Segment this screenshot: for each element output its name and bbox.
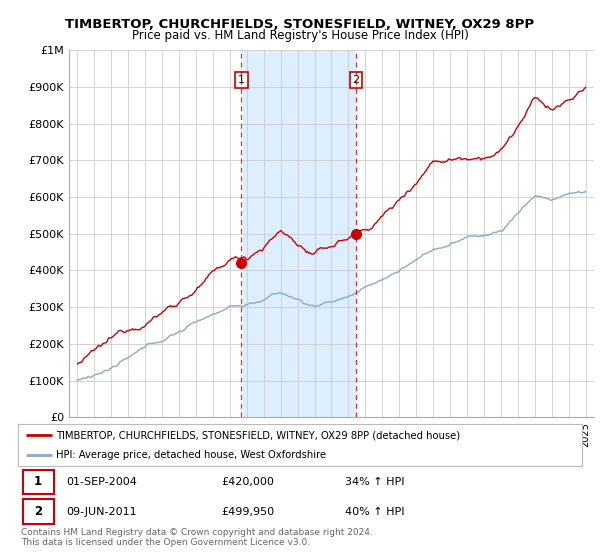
Text: 2: 2 xyxy=(352,74,359,85)
Text: TIMBERTOP, CHURCHFIELDS, STONESFIELD, WITNEY, OX29 8PP (detached house): TIMBERTOP, CHURCHFIELDS, STONESFIELD, WI… xyxy=(56,430,460,440)
Text: 1: 1 xyxy=(238,74,245,85)
Text: 34% ↑ HPI: 34% ↑ HPI xyxy=(345,477,404,487)
Text: 09-JUN-2011: 09-JUN-2011 xyxy=(66,507,137,516)
Text: TIMBERTOP, CHURCHFIELDS, STONESFIELD, WITNEY, OX29 8PP: TIMBERTOP, CHURCHFIELDS, STONESFIELD, WI… xyxy=(65,18,535,31)
Text: 2: 2 xyxy=(34,505,42,518)
Text: £499,950: £499,950 xyxy=(221,507,274,516)
Text: HPI: Average price, detached house, West Oxfordshire: HPI: Average price, detached house, West… xyxy=(56,450,326,460)
Bar xyxy=(23,499,53,524)
Text: 01-SEP-2004: 01-SEP-2004 xyxy=(66,477,137,487)
Text: Contains HM Land Registry data © Crown copyright and database right 2024.
This d: Contains HM Land Registry data © Crown c… xyxy=(21,528,373,547)
Text: £420,000: £420,000 xyxy=(221,477,274,487)
Text: Price paid vs. HM Land Registry's House Price Index (HPI): Price paid vs. HM Land Registry's House … xyxy=(131,29,469,42)
Text: 1: 1 xyxy=(34,475,42,488)
Text: 40% ↑ HPI: 40% ↑ HPI xyxy=(345,507,404,516)
Bar xyxy=(23,469,53,494)
